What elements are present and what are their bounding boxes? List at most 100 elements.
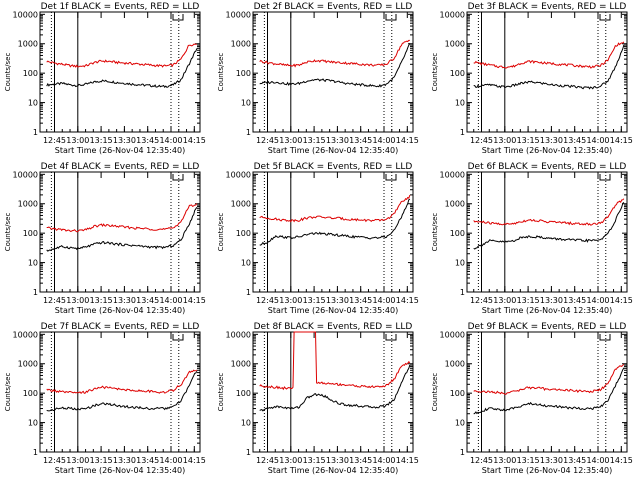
x-tick-label: 13:30 [540, 136, 563, 145]
y-tick-label: 10000 [13, 170, 38, 179]
x-tick-label: 13:15 [517, 136, 540, 145]
x-tick-label: 13:30 [540, 456, 563, 465]
x-tick-label: 13:00 [279, 136, 302, 145]
y-tick-label: 10000 [226, 10, 251, 19]
y-tick-label: 1 [460, 448, 465, 457]
interval-bracket [599, 334, 611, 341]
x-tick-label: 13:15 [303, 296, 326, 305]
x-tick-label: 13:30 [540, 296, 563, 305]
y-tick-label: 100 [23, 229, 38, 238]
x-tick-label: 13:00 [279, 296, 302, 305]
y-tick-label: 10 [241, 259, 251, 268]
x-axis-label: Start Time (26-Nov-04 12:35:40) [55, 146, 185, 155]
x-tick-label: 13:00 [279, 456, 302, 465]
y-tick-label: 10000 [226, 330, 251, 339]
x-tick-label: 13:15 [90, 296, 113, 305]
x-axis-label: Start Time (26-Nov-04 12:35:40) [55, 306, 185, 315]
y-tick-label: 1 [33, 128, 38, 137]
y-tick-label: 1000 [18, 40, 38, 49]
y-tick-label: 10000 [440, 170, 465, 179]
y-tick-label: 10 [28, 259, 38, 268]
y-tick-label: 100 [236, 389, 251, 398]
x-tick-label: 13:00 [66, 296, 89, 305]
chart-title: Det 4f BLACK = Events, RED = LLD [41, 162, 200, 172]
interval-bracket [385, 334, 397, 341]
x-tick-label: 13:15 [303, 136, 326, 145]
series-events-line [473, 367, 625, 415]
x-tick-label: 13:45 [563, 456, 586, 465]
x-tick-label: 13:00 [493, 456, 516, 465]
y-tick-label: 10 [455, 419, 465, 428]
x-tick-label: 13:00 [66, 456, 89, 465]
y-tick-label: 100 [450, 229, 465, 238]
x-tick-label: 14:00 [586, 456, 609, 465]
series-lld-line [46, 203, 198, 233]
series-lld-line [46, 43, 197, 68]
x-axis-label: Start Time (26-Nov-04 12:35:40) [268, 146, 398, 155]
x-tick-label: 14:15 [183, 136, 206, 145]
x-tick-label: 12:45 [43, 136, 66, 145]
interval-bracket [599, 14, 611, 21]
y-tick-label: 10 [28, 419, 38, 428]
y-tick-label: 100 [23, 69, 38, 78]
chart-title: Det 2f BLACK = Events, RED = LLD [254, 2, 413, 12]
x-tick-label: 13:30 [113, 136, 136, 145]
x-tick-label: 12:45 [256, 456, 279, 465]
x-tick-label: 14:15 [610, 136, 633, 145]
x-axis-label: Start Time (26-Nov-04 12:35:40) [268, 466, 398, 475]
chart-title: Det 6f BLACK = Events, RED = LLD [468, 162, 627, 172]
x-tick-label: 14:15 [396, 136, 419, 145]
x-tick-label: 13:15 [90, 136, 113, 145]
y-axis-label: Counts/sec [431, 53, 439, 92]
y-tick-label: 1 [33, 288, 38, 297]
y-tick-label: 1000 [18, 200, 38, 209]
series-events-line [473, 202, 625, 250]
interval-bracket [599, 174, 611, 181]
panel-det-6: Det 6f BLACK = Events, RED = LLD 1 10 100 10… [431, 162, 633, 315]
y-tick-label: 1000 [445, 40, 465, 49]
y-tick-label: 10 [241, 99, 251, 108]
series-events-line [46, 370, 198, 412]
y-tick-label: 100 [236, 69, 251, 78]
series-events-line [259, 42, 411, 88]
chart-title: Det 1f BLACK = Events, RED = LLD [41, 2, 200, 12]
x-axis-label: Start Time (26-Nov-04 12:35:40) [268, 306, 398, 315]
series-events-line [259, 364, 411, 412]
x-tick-label: 13:00 [493, 136, 516, 145]
y-tick-label: 1 [246, 128, 251, 137]
y-tick-label: 10 [455, 259, 465, 268]
plot-frame [466, 11, 628, 133]
interval-bracket [172, 14, 184, 21]
x-tick-label: 14:00 [159, 296, 182, 305]
x-tick-label: 13:45 [563, 296, 586, 305]
series-lld-line [259, 39, 410, 68]
y-tick-label: 100 [23, 389, 38, 398]
x-tick-label: 12:45 [470, 456, 493, 465]
x-tick-label: 13:45 [136, 136, 159, 145]
panel-det-5: Det 5f BLACK = Events, RED = LLD 1 10 100 10… [217, 162, 419, 315]
x-tick-label: 13:45 [563, 136, 586, 145]
x-tick-label: 14:00 [372, 136, 395, 145]
plot-frame [39, 331, 201, 453]
x-tick-label: 14:00 [159, 456, 182, 465]
x-axis-label: Start Time (26-Nov-04 12:35:40) [482, 306, 612, 315]
x-tick-label: 13:45 [136, 456, 159, 465]
series-events-line [473, 44, 625, 90]
x-tick-label: 14:15 [183, 296, 206, 305]
y-tick-label: 10000 [440, 330, 465, 339]
y-tick-label: 10 [28, 99, 38, 108]
series-lld-line [473, 363, 625, 395]
plot-frame [466, 331, 628, 453]
chart-title: Det 7f BLACK = Events, RED = LLD [41, 322, 200, 332]
x-tick-label: 12:45 [43, 456, 66, 465]
y-tick-label: 10 [455, 99, 465, 108]
y-axis-label: Counts/sec [4, 213, 12, 252]
panel-det-7: Det 7f BLACK = Events, RED = LLD 1 10 100 10… [4, 322, 206, 475]
y-tick-label: 1000 [445, 360, 465, 369]
panel-det-8: Det 8f BLACK = Events, RED = LLD 1 10 100 10… [217, 322, 419, 475]
y-axis-label: Counts/sec [431, 373, 439, 412]
y-tick-label: 1 [246, 288, 251, 297]
y-tick-label: 1000 [445, 200, 465, 209]
x-tick-label: 14:00 [586, 296, 609, 305]
